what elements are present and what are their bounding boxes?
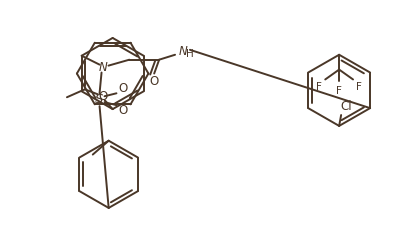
Text: O: O — [150, 75, 159, 88]
Text: F: F — [356, 82, 362, 92]
Text: N: N — [178, 45, 187, 58]
Text: O: O — [119, 82, 128, 95]
Text: S: S — [95, 93, 104, 106]
Text: N: N — [99, 61, 108, 74]
Text: F: F — [316, 82, 322, 92]
Text: O: O — [98, 90, 108, 103]
Text: Cl: Cl — [340, 100, 352, 113]
Text: H: H — [186, 49, 194, 59]
Text: F: F — [336, 86, 342, 96]
Text: O: O — [119, 104, 128, 117]
